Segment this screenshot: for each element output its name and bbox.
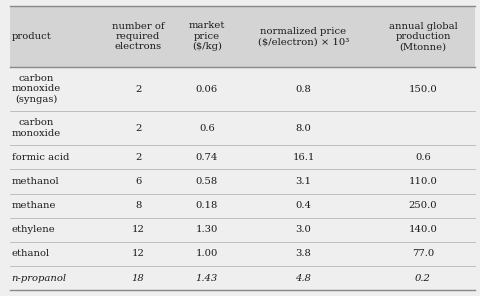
Text: n-propanol: n-propanol xyxy=(12,274,67,282)
Text: 16.1: 16.1 xyxy=(292,153,315,162)
Text: 12: 12 xyxy=(132,225,144,234)
Text: 150.0: 150.0 xyxy=(408,85,437,94)
Text: 3.0: 3.0 xyxy=(296,225,312,234)
Text: methane: methane xyxy=(12,201,56,210)
Text: normalized price
($/electron) × 10³: normalized price ($/electron) × 10³ xyxy=(258,27,349,46)
Text: product: product xyxy=(12,32,51,41)
Text: annual global
production
(Mtonne): annual global production (Mtonne) xyxy=(389,22,457,52)
Text: 0.2: 0.2 xyxy=(415,274,431,282)
Text: 2: 2 xyxy=(135,124,141,133)
Text: 8: 8 xyxy=(135,201,141,210)
Text: carbon
monoxide
(syngas): carbon monoxide (syngas) xyxy=(12,74,61,104)
Text: 0.4: 0.4 xyxy=(296,201,312,210)
Text: 250.0: 250.0 xyxy=(409,201,437,210)
Text: 6: 6 xyxy=(135,177,141,186)
Text: number of
required
electrons: number of required electrons xyxy=(112,22,164,52)
Text: 3.8: 3.8 xyxy=(296,250,312,258)
Text: formic acid: formic acid xyxy=(12,153,69,162)
Text: 0.58: 0.58 xyxy=(196,177,218,186)
Text: 12: 12 xyxy=(132,250,144,258)
Text: carbon
monoxide: carbon monoxide xyxy=(12,118,61,138)
Text: 8.0: 8.0 xyxy=(296,124,312,133)
Text: 2: 2 xyxy=(135,153,141,162)
Text: market
price
($/kg): market price ($/kg) xyxy=(189,22,225,52)
Text: methanol: methanol xyxy=(12,177,59,186)
Text: 0.6: 0.6 xyxy=(415,153,431,162)
Text: 4.8: 4.8 xyxy=(296,274,312,282)
Bar xyxy=(10,6,475,67)
Text: ethylene: ethylene xyxy=(12,225,55,234)
Text: 0.8: 0.8 xyxy=(296,85,312,94)
Text: 0.6: 0.6 xyxy=(199,124,215,133)
Text: 1.43: 1.43 xyxy=(196,274,218,282)
Text: 1.30: 1.30 xyxy=(195,225,218,234)
Text: 2: 2 xyxy=(135,85,141,94)
Text: 140.0: 140.0 xyxy=(408,225,437,234)
Text: 1.00: 1.00 xyxy=(195,250,218,258)
Text: 18: 18 xyxy=(132,274,144,282)
Text: ethanol: ethanol xyxy=(12,250,49,258)
Text: 0.74: 0.74 xyxy=(195,153,218,162)
Text: 0.18: 0.18 xyxy=(195,201,218,210)
Text: 77.0: 77.0 xyxy=(412,250,434,258)
Text: 3.1: 3.1 xyxy=(296,177,312,186)
Text: 110.0: 110.0 xyxy=(408,177,437,186)
Text: 0.06: 0.06 xyxy=(196,85,218,94)
